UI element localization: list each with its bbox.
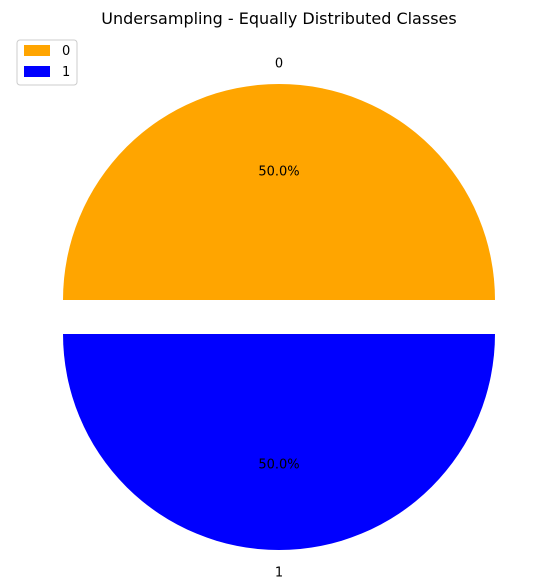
slice-label-1: 1: [275, 566, 283, 581]
legend-swatch-0: [24, 45, 50, 56]
slice-pct-label-1: 50.0%: [258, 458, 299, 473]
legend-label-1: 1: [62, 65, 70, 80]
pie-slice-1: [63, 334, 495, 550]
pie-slice-0: [63, 84, 495, 300]
legend-swatch-1: [24, 66, 50, 77]
slice-label-0: 0: [275, 56, 283, 71]
legend: 0 1: [17, 40, 77, 85]
legend-label-0: 0: [62, 44, 70, 59]
chart-title: Undersampling - Equally Distributed Clas…: [101, 9, 456, 28]
slice-pct-label-0: 50.0%: [258, 164, 299, 179]
